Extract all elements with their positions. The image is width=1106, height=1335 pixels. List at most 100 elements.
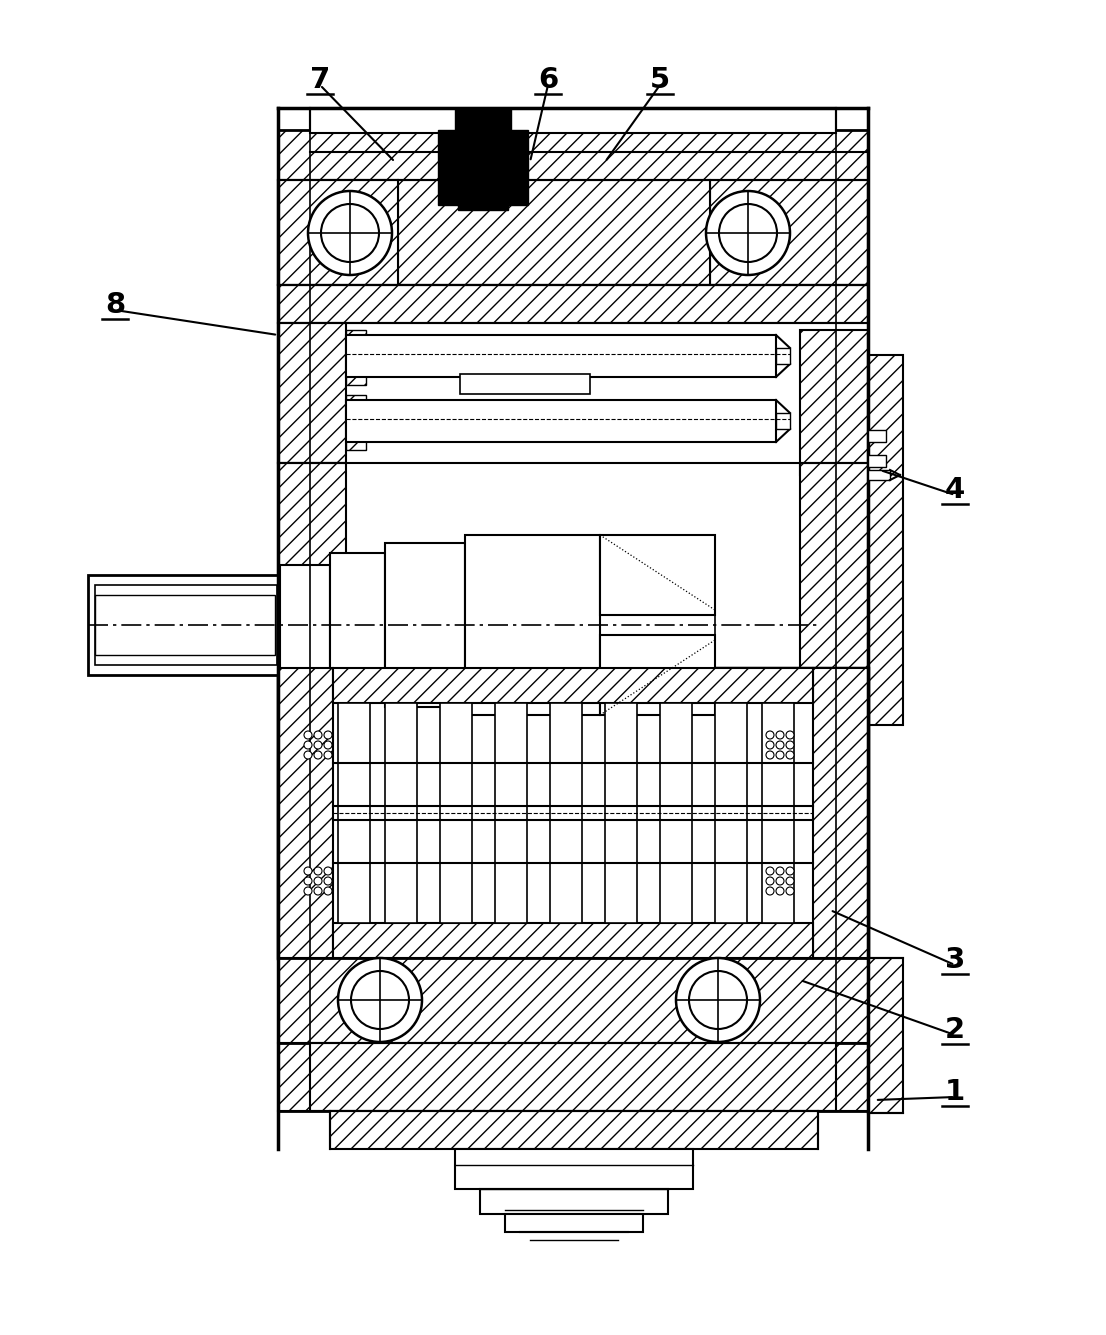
Bar: [776, 413, 790, 429]
Circle shape: [314, 877, 322, 885]
Text: 2: 2: [945, 1016, 966, 1044]
Bar: [88, 575, 280, 676]
Bar: [330, 1111, 818, 1149]
Circle shape: [321, 204, 379, 262]
Circle shape: [786, 752, 794, 760]
Circle shape: [314, 741, 322, 749]
Circle shape: [776, 741, 784, 749]
Bar: [660, 704, 692, 922]
Bar: [385, 704, 417, 922]
Bar: [813, 668, 868, 959]
Bar: [330, 553, 385, 697]
Circle shape: [776, 732, 784, 740]
Bar: [310, 108, 836, 134]
Bar: [278, 463, 346, 673]
Circle shape: [304, 732, 312, 740]
Circle shape: [786, 886, 794, 894]
Circle shape: [314, 886, 322, 894]
Bar: [710, 180, 868, 284]
Bar: [346, 335, 776, 376]
Bar: [800, 330, 868, 475]
Circle shape: [324, 741, 332, 749]
Circle shape: [304, 877, 312, 885]
Circle shape: [324, 877, 332, 885]
Circle shape: [786, 741, 794, 749]
Circle shape: [706, 191, 790, 275]
Text: 4: 4: [945, 477, 966, 505]
Circle shape: [766, 877, 774, 885]
Text: 8: 8: [105, 291, 125, 319]
Bar: [480, 1189, 668, 1214]
Bar: [333, 922, 813, 959]
Bar: [458, 129, 508, 210]
Bar: [455, 108, 511, 129]
Circle shape: [776, 866, 784, 874]
Text: 6: 6: [538, 65, 559, 93]
Circle shape: [786, 877, 794, 885]
Text: 5: 5: [650, 65, 670, 93]
Bar: [278, 180, 398, 284]
Bar: [605, 704, 637, 922]
Circle shape: [314, 752, 322, 760]
Circle shape: [304, 866, 312, 874]
Circle shape: [719, 204, 778, 262]
Bar: [438, 129, 528, 206]
Bar: [95, 585, 276, 665]
Bar: [465, 535, 599, 716]
Bar: [310, 1043, 836, 1111]
Text: 7: 7: [310, 65, 331, 93]
Bar: [278, 668, 868, 959]
Text: 3: 3: [945, 947, 966, 975]
Bar: [868, 355, 902, 725]
Bar: [278, 323, 346, 463]
Circle shape: [324, 886, 332, 894]
Circle shape: [314, 866, 322, 874]
Bar: [868, 959, 902, 1113]
Bar: [333, 668, 813, 704]
Bar: [398, 180, 710, 284]
Circle shape: [351, 971, 409, 1029]
Circle shape: [776, 752, 784, 760]
Circle shape: [304, 752, 312, 760]
Circle shape: [776, 877, 784, 885]
Bar: [278, 129, 868, 180]
Circle shape: [338, 959, 422, 1043]
Bar: [346, 330, 366, 384]
Bar: [278, 284, 868, 323]
Bar: [95, 595, 275, 655]
Circle shape: [766, 741, 774, 749]
Bar: [278, 668, 333, 959]
Bar: [762, 704, 794, 922]
Circle shape: [786, 732, 794, 740]
Bar: [338, 704, 371, 922]
Circle shape: [324, 866, 332, 874]
Circle shape: [766, 866, 774, 874]
Bar: [440, 704, 472, 922]
Text: 1: 1: [945, 1077, 966, 1105]
Bar: [278, 1043, 868, 1111]
Circle shape: [766, 732, 774, 740]
Circle shape: [304, 741, 312, 749]
Bar: [868, 470, 890, 481]
Circle shape: [676, 959, 760, 1043]
Bar: [505, 1214, 643, 1232]
Bar: [346, 400, 776, 442]
Circle shape: [324, 752, 332, 760]
Bar: [455, 1149, 693, 1189]
Circle shape: [776, 886, 784, 894]
Circle shape: [766, 752, 774, 760]
Bar: [800, 463, 868, 673]
Bar: [868, 430, 886, 442]
Bar: [714, 704, 747, 922]
Circle shape: [307, 191, 392, 275]
Bar: [385, 543, 465, 708]
Bar: [460, 374, 589, 394]
Bar: [550, 704, 582, 922]
Circle shape: [786, 866, 794, 874]
Bar: [495, 704, 526, 922]
Circle shape: [766, 886, 774, 894]
Bar: [278, 180, 398, 284]
Bar: [278, 959, 868, 1043]
Circle shape: [689, 971, 747, 1029]
Circle shape: [314, 732, 322, 740]
